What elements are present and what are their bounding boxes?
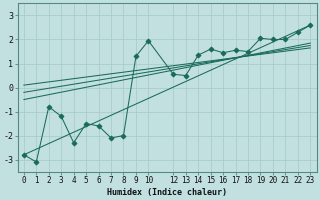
Point xyxy=(171,73,176,76)
Point xyxy=(258,37,263,40)
Point xyxy=(46,105,51,108)
Point xyxy=(283,38,288,41)
Point xyxy=(71,141,76,144)
Point xyxy=(133,55,139,58)
Point xyxy=(121,134,126,137)
Point xyxy=(96,124,101,128)
Point xyxy=(21,153,27,156)
Point xyxy=(84,122,89,125)
Point xyxy=(233,49,238,52)
Point xyxy=(245,50,251,53)
Point xyxy=(59,115,64,118)
Point xyxy=(308,23,313,27)
Point xyxy=(196,54,201,57)
Point xyxy=(34,160,39,164)
X-axis label: Humidex (Indice chaleur): Humidex (Indice chaleur) xyxy=(107,188,227,197)
Point xyxy=(146,39,151,42)
Point xyxy=(220,51,226,54)
Point xyxy=(108,136,114,140)
Point xyxy=(208,48,213,51)
Point xyxy=(295,31,300,34)
Point xyxy=(270,38,276,41)
Point xyxy=(183,74,188,77)
